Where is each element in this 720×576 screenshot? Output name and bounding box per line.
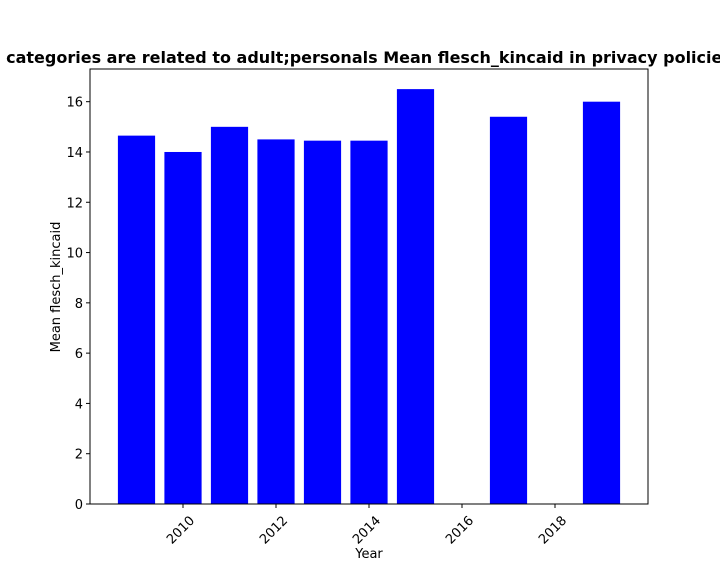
bar-2019 xyxy=(582,101,621,504)
x-axis-label: Year xyxy=(354,547,383,562)
y-tick-label: 8 xyxy=(75,297,83,312)
chart-title: categories are related to adult;personal… xyxy=(6,48,720,67)
y-axis-label: Mean flesch_kincaid xyxy=(49,222,64,353)
y-tick-label: 4 xyxy=(75,397,83,412)
y-tick-label: 16 xyxy=(66,96,83,111)
y-tick-label: 0 xyxy=(75,498,83,513)
bar-2017 xyxy=(489,116,528,505)
bar-2014 xyxy=(350,140,388,504)
y-tick-label: 14 xyxy=(66,146,83,161)
bar-2009 xyxy=(117,135,156,504)
y-axis: 0 2 4 6 8 10 12 14 16 xyxy=(66,96,90,513)
y-tick-label: 6 xyxy=(75,347,83,362)
bar-2013 xyxy=(303,140,342,504)
y-tick-label: 2 xyxy=(75,448,83,463)
y-tick-label: 10 xyxy=(66,247,83,262)
bar-2010 xyxy=(164,151,202,505)
bar-2015 xyxy=(396,89,435,505)
bar-2012 xyxy=(257,139,295,504)
bars-layer xyxy=(117,89,621,505)
bar-2011 xyxy=(210,126,249,504)
y-tick-label: 12 xyxy=(66,196,83,211)
